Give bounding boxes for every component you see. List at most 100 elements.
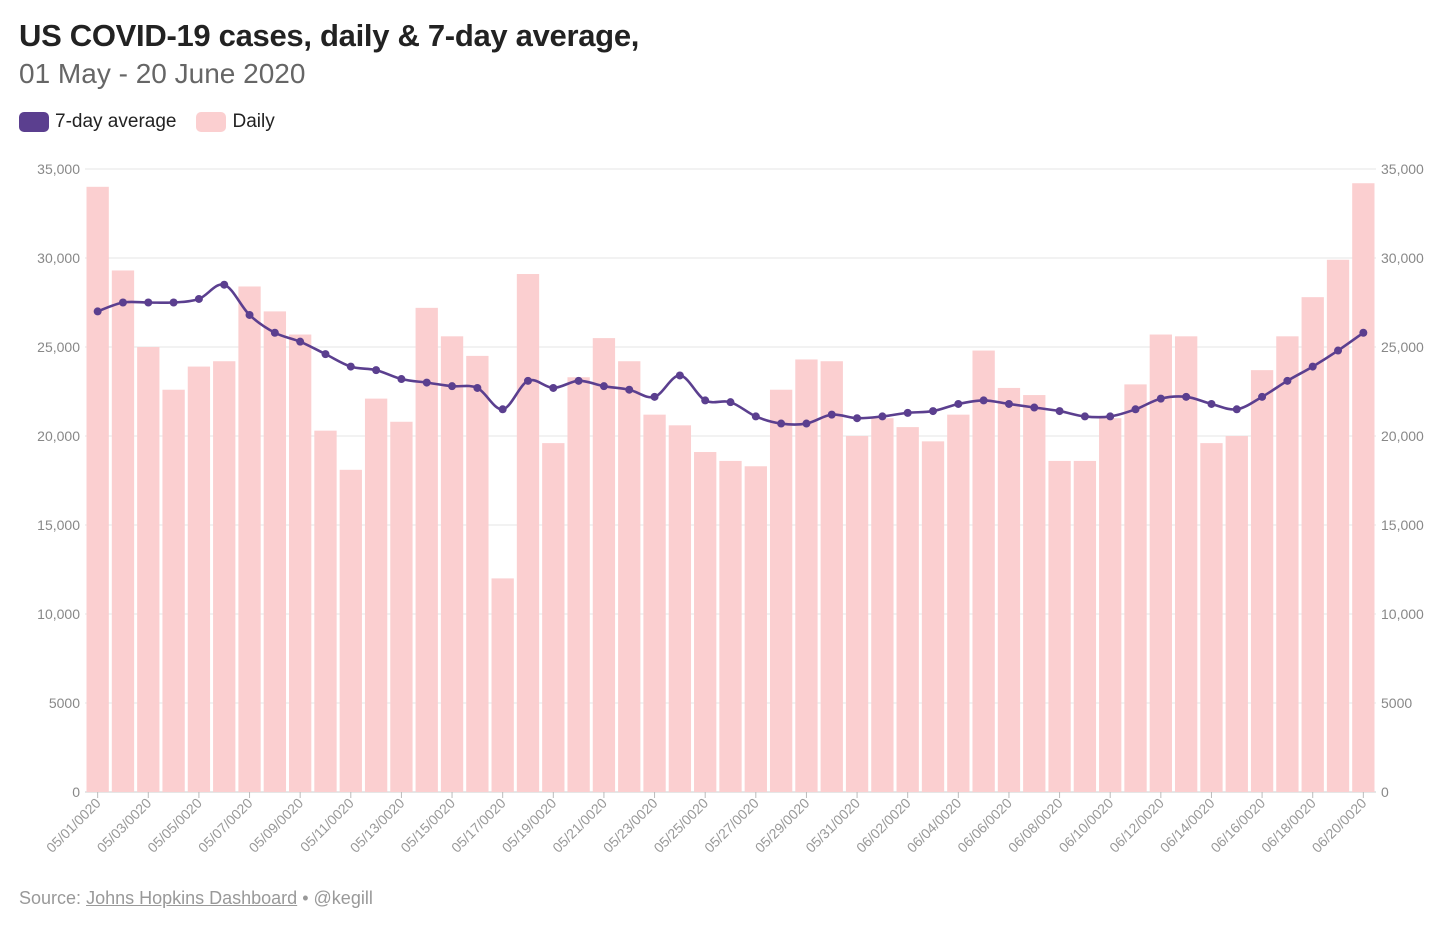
average-point (194, 294, 203, 303)
daily-bar (1124, 384, 1147, 792)
daily-bar (1250, 370, 1274, 792)
daily-bar (921, 441, 945, 792)
daily-bar (668, 425, 692, 792)
y-tick-label-left: 10,000 (37, 606, 80, 622)
average-point (878, 412, 887, 421)
daily-bar (1099, 418, 1122, 792)
average-point (1131, 405, 1140, 414)
daily-bar (1225, 436, 1248, 792)
average-point (853, 414, 862, 423)
daily-bar (491, 578, 514, 792)
y-tick-label-right: 10,000 (1381, 606, 1424, 622)
daily-bar (390, 421, 413, 792)
legend-item-average[interactable]: 7-day average (19, 111, 176, 133)
y-tick-label-right: 0 (1381, 784, 1389, 800)
daily-bar (592, 338, 616, 792)
average-point (296, 337, 305, 346)
average-point (903, 408, 912, 417)
daily-bar (896, 427, 919, 792)
daily-bar (289, 334, 312, 792)
average-point (1156, 394, 1165, 403)
y-tick-label-left: 30,000 (37, 250, 80, 266)
daily-bar (769, 389, 793, 792)
chart-title: US COVID-19 cases, daily & 7-day average… (19, 18, 640, 53)
average-line (93, 280, 1368, 428)
source-note: Source: Johns Hopkins Dashboard • @kegil… (19, 888, 373, 909)
daily-bar (1352, 183, 1375, 793)
daily-bar (516, 274, 540, 792)
average-point (1308, 362, 1317, 371)
average-point (1258, 392, 1267, 401)
daily-bar (1200, 443, 1223, 792)
daily-bar (1301, 297, 1324, 792)
daily-bar (1023, 395, 1046, 792)
average-point (751, 412, 760, 421)
daily-bar (213, 361, 236, 792)
chart-canvas: 0 5000 10,000 15,000 20,000 25,000 30,000 35,00… (37, 161, 1424, 856)
daily-bar (1276, 336, 1299, 792)
daily-bar (719, 460, 742, 792)
daily-bar (871, 418, 894, 792)
chart-subtitle: 01 May - 20 June 2020 (19, 58, 306, 89)
legend-item-daily[interactable]: Daily (196, 111, 275, 133)
daily-bar (997, 387, 1021, 792)
daily-bar (820, 361, 843, 792)
source-prefix: Source: (19, 888, 82, 908)
average-point (802, 419, 811, 428)
average-point (954, 399, 963, 408)
daily-bar (618, 361, 641, 792)
average-point (675, 371, 684, 380)
average-point (929, 407, 938, 416)
average-point (422, 378, 431, 387)
daily-bar (339, 469, 362, 792)
average-point (726, 398, 735, 407)
average-point (777, 419, 786, 428)
daily-bar (744, 466, 767, 792)
y-tick-label-left: 5000 (49, 695, 80, 711)
source-link[interactable]: Johns Hopkins Dashboard (86, 888, 298, 908)
average-point (1283, 376, 1292, 385)
average-point (1232, 405, 1241, 414)
average-point (1055, 407, 1064, 416)
legend-swatch-average (19, 112, 49, 132)
daily-bar (137, 347, 160, 792)
y-tick-label-left: 20,000 (37, 428, 80, 444)
daily-bar (567, 377, 590, 792)
average-point (1030, 403, 1039, 412)
daily-bar (694, 452, 717, 792)
average-point (549, 383, 558, 392)
average-point (270, 328, 279, 337)
average-point (144, 298, 153, 307)
daily-bar (415, 307, 438, 792)
average-point (1334, 346, 1343, 355)
y-tick-label-left: 15,000 (37, 517, 80, 533)
average-point (1106, 412, 1115, 421)
daily-bars (86, 183, 1375, 793)
daily-bar (440, 336, 464, 792)
source-separator: • (302, 888, 309, 908)
average-point (397, 375, 406, 384)
y-tick-label-left: 0 (72, 784, 80, 800)
y-tick-label-left: 25,000 (37, 339, 80, 355)
daily-bar (238, 286, 261, 792)
daily-bar (86, 186, 109, 793)
y-tick-label-left: 35,000 (37, 161, 80, 177)
y-tick-label-right: 35,000 (1381, 161, 1424, 177)
average-point (498, 405, 507, 414)
daily-bar (187, 366, 211, 792)
y-tick-label-right: 20,000 (1381, 428, 1424, 444)
average-point (1207, 399, 1216, 408)
y-tick-label-right: 30,000 (1381, 250, 1424, 266)
average-point (118, 298, 127, 307)
y-tick-label-right: 15,000 (1381, 517, 1424, 533)
average-point (1004, 399, 1013, 408)
y-tick-label-right: 5000 (1381, 695, 1412, 711)
daily-bar (111, 270, 135, 793)
y-axis-left: 0 5000 10,000 15,000 20,000 25,000 30,000 35,00… (37, 161, 80, 800)
daily-bar (542, 443, 565, 792)
average-point (448, 382, 457, 391)
daily-bar (1149, 334, 1172, 792)
average-point (523, 376, 532, 385)
average-point (979, 396, 988, 405)
x-tick-label: 06/20/0020 (1309, 795, 1370, 856)
